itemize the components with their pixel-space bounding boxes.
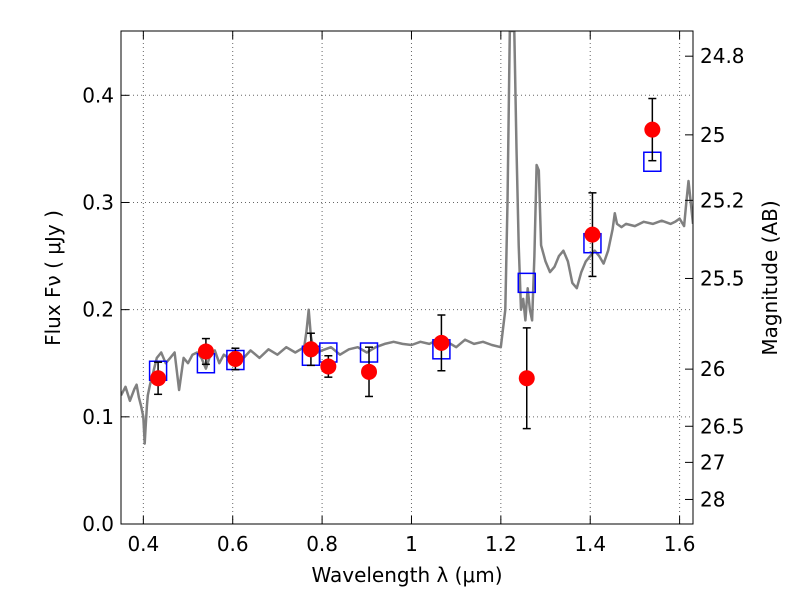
plot-frame <box>120 30 694 525</box>
measured-point <box>584 226 601 243</box>
y-tick-label: 0.4 <box>82 83 114 107</box>
y-axis-label: Flux Fν ( μJy ) <box>41 210 65 346</box>
y-tick-label: 0.2 <box>82 298 114 322</box>
x-tick-label: 1.4 <box>574 532 606 556</box>
mag-tick-label: 28 <box>700 487 725 511</box>
x-tick-label: 1 <box>405 532 418 556</box>
x-tick-label: 1.2 <box>485 532 517 556</box>
y-tick-label: 0.1 <box>82 405 114 429</box>
marker-layer <box>148 97 662 430</box>
model-spectrum-line <box>121 31 693 445</box>
x-tick-label: 0.4 <box>127 532 159 556</box>
measured-point <box>150 370 167 387</box>
mag-tick-label: 26.5 <box>700 414 745 438</box>
mag-tick-label: 24.8 <box>700 44 745 68</box>
x-tick-label: 0.8 <box>306 532 338 556</box>
y-tick-label: 0.3 <box>82 190 114 214</box>
measured-point <box>518 370 535 387</box>
mag-tick-label: 25.2 <box>700 188 745 212</box>
mag-tick-label: 25 <box>700 123 725 147</box>
grid-layer <box>121 31 693 524</box>
x-tick-label: 0.6 <box>217 532 249 556</box>
measured-point <box>320 358 337 375</box>
x-tick-label: 1.6 <box>664 532 696 556</box>
model-band-square <box>517 272 537 294</box>
measured-point <box>644 121 661 138</box>
model-layer <box>121 31 693 445</box>
x-axis-label: Wavelength λ (μm) <box>311 563 502 587</box>
y-axis-label-right: Magnitude (AB) <box>758 200 782 355</box>
mag-tick-label: 26 <box>700 357 725 381</box>
mag-tick-label: 25.5 <box>700 266 745 290</box>
measured-point <box>197 343 214 360</box>
measured-point <box>302 341 319 358</box>
measured-point <box>227 350 244 367</box>
measured-point <box>361 363 378 380</box>
tick-layer: 0.4 0.6 0.8 1 1.2 1.4 1.6 0.0 0.1 0.2 0.3 0.4 24.8 25… <box>82 31 745 556</box>
measured-point <box>433 334 450 351</box>
mag-tick-label: 27 <box>700 450 725 474</box>
y-tick-label: 0.0 <box>82 512 114 536</box>
